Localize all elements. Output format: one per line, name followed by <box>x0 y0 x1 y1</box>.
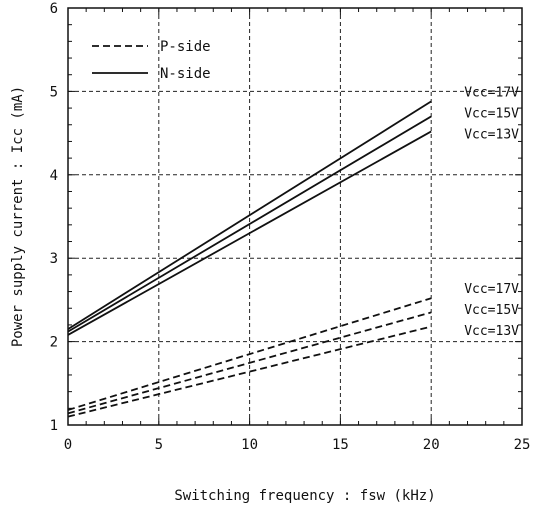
series <box>67 100 432 418</box>
axes: 0 5 10 15 20 25 1 2 3 4 5 6 Switching frequency : fs… <box>10 1 530 504</box>
x-axis-title: Switching frequency : fsw (kHz) <box>174 488 435 504</box>
x-tick-label: 0 <box>64 437 72 453</box>
x-tick-label: 10 <box>241 437 258 453</box>
curve-label-n-side-vcc15v: Vcc=15V <box>464 106 519 121</box>
y-tick-label: 1 <box>50 418 58 434</box>
curve-labels: Vcc=17V Vcc=15V Vcc=13V Vcc=17V Vcc=15V Vcc=1… <box>464 85 519 339</box>
series-line-p-side-vcc13v <box>67 325 432 418</box>
curve-label-n-side-vcc17v: Vcc=17V <box>464 85 519 100</box>
x-tick-label: 5 <box>155 437 163 453</box>
series-line-p-side-vcc17v <box>67 297 432 411</box>
plot-frame <box>67 7 523 426</box>
legend: P-side N-side <box>92 39 211 82</box>
y-tick-label: 6 <box>50 1 58 17</box>
series-line-n-side-vcc17v <box>67 100 432 330</box>
x-tick-label: 20 <box>423 437 440 453</box>
series-line-n-side-vcc13v <box>67 130 432 336</box>
curve-label-n-side-vcc13v: Vcc=13V <box>464 127 519 142</box>
y-tick-label: 4 <box>50 168 58 184</box>
legend-label-p-side: P-side <box>160 39 211 55</box>
y-tick-label: 2 <box>50 335 58 351</box>
curve-label-p-side-vcc17v: Vcc=17V <box>464 282 519 297</box>
grid <box>68 8 522 425</box>
y-tick-label: 5 <box>50 84 58 100</box>
y-tick-label: 3 <box>50 251 58 267</box>
y-axis-title: Power supply current : Icc (mA) <box>10 86 26 347</box>
series-line-p-side-vcc15v <box>67 311 432 415</box>
legend-label-n-side: N-side <box>160 66 211 82</box>
series-line-n-side-vcc15v <box>67 115 432 333</box>
x-tick-label: 25 <box>514 437 531 453</box>
curve-label-p-side-vcc15v: Vcc=15V <box>464 303 519 318</box>
curve-label-p-side-vcc13v: Vcc=13V <box>464 324 519 339</box>
x-tick-label: 15 <box>332 437 349 453</box>
